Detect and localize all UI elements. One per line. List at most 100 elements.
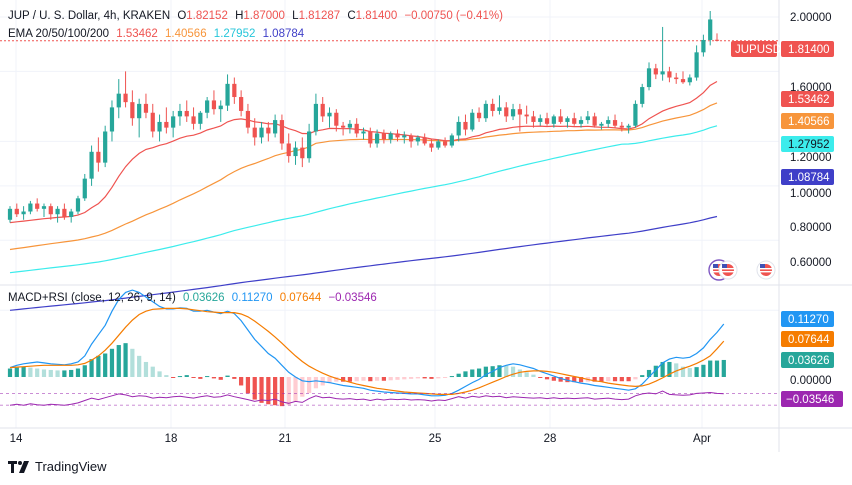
candle-body [517, 109, 522, 115]
ema100-line [9, 125, 718, 274]
candle-body [41, 206, 47, 209]
histogram-bar [660, 361, 665, 377]
histogram-bar [694, 367, 699, 377]
candle-body [538, 118, 543, 122]
candle-body [266, 127, 271, 134]
low-label: L [292, 10, 299, 22]
histogram-bar [402, 377, 407, 380]
histogram-bar [69, 369, 74, 377]
candle-body [313, 103, 319, 132]
macd-title: MACD+RSI (close, 12, 26, 9, 14) [8, 292, 176, 304]
histogram-bar [55, 370, 60, 377]
candle-body [640, 87, 645, 104]
candle-body [470, 112, 475, 130]
candle-body [21, 211, 26, 215]
histogram-bar [470, 369, 475, 377]
histogram-bar [531, 374, 536, 377]
candle-body [48, 206, 53, 215]
histogram-bar [259, 377, 264, 403]
candle-body [327, 112, 332, 117]
candle-body [646, 68, 652, 88]
tradingview-logo[interactable]: TradingView [8, 459, 107, 474]
tradingview-icon [8, 460, 29, 473]
candle-body [565, 118, 570, 122]
histogram-bar [327, 377, 332, 383]
candle-body [300, 147, 305, 159]
histogram-bar [708, 360, 713, 377]
hist-tag: 0.03626 [781, 352, 834, 368]
histogram-bar [347, 377, 353, 382]
histogram-bar [626, 377, 631, 382]
ema100-tag-label: 1.27952 [788, 139, 830, 151]
histogram-bar [232, 377, 237, 379]
histogram-bar [143, 361, 149, 377]
histogram-bar [408, 377, 414, 379]
candle-body [510, 109, 516, 117]
histogram-bar [273, 377, 278, 406]
candle-body [483, 103, 488, 119]
candle-body [55, 208, 60, 215]
ema-lines [9, 80, 718, 311]
candle-body [415, 137, 420, 142]
histogram-bar [157, 371, 162, 377]
ema20-line [9, 80, 718, 224]
histogram-bar [171, 377, 176, 378]
candle-body [476, 112, 482, 119]
histogram-bar [640, 375, 645, 377]
ohlc-legend: JUP / U. S. Dollar, 4h, KRAKEN O1.82152 … [8, 10, 507, 22]
histogram-bar [606, 377, 611, 382]
ema50-tag: 1.40566 [781, 113, 834, 129]
histogram-bar [137, 355, 142, 377]
histogram-bar [28, 367, 33, 377]
histogram-bar [205, 376, 210, 378]
candle-body [578, 120, 584, 124]
price-axis-ticks: 2.00000 1.60000 1.20000 1.00000 0.80000 … [790, 12, 832, 269]
histogram-bar [75, 368, 81, 377]
ema-legend: EMA 20/50/100/200 1.53462 1.40566 1.2795… [8, 28, 308, 40]
histogram-bar [714, 360, 720, 377]
histogram-bar [558, 377, 563, 382]
candle-body [28, 203, 33, 212]
histogram-bar [476, 368, 482, 377]
candle-body [524, 114, 529, 117]
macd-hist-value: 0.03626 [182, 292, 225, 304]
candle-body [225, 83, 230, 106]
grid-lines [0, 0, 779, 428]
histogram-bar [361, 377, 366, 381]
histogram-bar [334, 377, 339, 382]
time-label: 25 [429, 433, 442, 445]
candle-body [402, 135, 407, 138]
candle-body [701, 39, 706, 53]
histogram-bar [538, 377, 543, 378]
flag-icon[interactable] [718, 260, 738, 280]
histogram-bar [674, 363, 679, 377]
histogram-bar [354, 377, 359, 382]
histogram-bar [130, 348, 135, 377]
histogram-bar [449, 376, 454, 378]
candle-body [75, 198, 81, 212]
candle-body [62, 208, 67, 217]
candle-body [143, 103, 149, 113]
histogram-bar [225, 375, 230, 377]
candle-body [218, 105, 223, 110]
candle-body [606, 120, 611, 124]
candle-body [653, 68, 658, 75]
histogram-bar [483, 366, 488, 377]
time-label: 18 [165, 433, 178, 445]
histogram-bar [578, 377, 584, 383]
rsi-tag: −0.03546 [781, 391, 843, 407]
candle-body [680, 79, 686, 83]
flag-icon[interactable] [756, 260, 776, 280]
histogram-bar [544, 377, 550, 380]
histogram-bar [300, 377, 305, 397]
candle-body [69, 211, 74, 217]
histogram-bar [211, 377, 217, 379]
candle-body [205, 100, 210, 113]
candle-body [340, 125, 346, 128]
histogram-bar [667, 361, 672, 377]
candle-body [436, 141, 441, 148]
histogram-bar [415, 377, 420, 379]
candle-body [82, 178, 87, 199]
histogram-bar [619, 377, 624, 382]
